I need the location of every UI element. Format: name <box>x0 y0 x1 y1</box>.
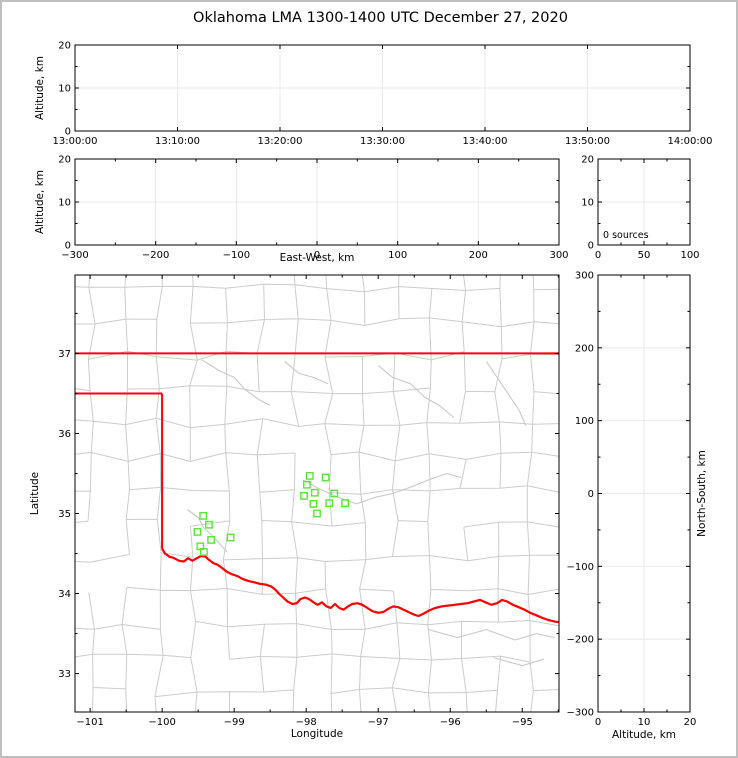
river-line <box>284 360 329 385</box>
y-tick-label: 10 <box>58 198 71 209</box>
x-axis-label: Longitude <box>291 728 343 740</box>
x-tick-label: 100 <box>680 250 699 261</box>
x-tick-label: 0 <box>314 250 320 261</box>
river-line <box>493 657 545 667</box>
x-tick-label: 50 <box>638 250 651 261</box>
y-tick-label: 20 <box>58 155 71 166</box>
station-marker <box>200 548 208 556</box>
x-tick-label: −100 <box>148 717 175 728</box>
y-tick-label: 10 <box>58 84 71 95</box>
y-tick-label: 34 <box>58 589 71 600</box>
x-tick-label: −200 <box>142 250 169 261</box>
river-line <box>428 629 555 641</box>
x-axis-label: East-West, km <box>280 252 355 264</box>
x-tick-label: 0 <box>595 250 601 261</box>
river-line <box>485 361 527 426</box>
x-tick-label: 13:40:00 <box>463 136 508 147</box>
station-marker <box>321 473 330 482</box>
y-tick-label: 36 <box>58 429 71 440</box>
map-layers <box>75 275 559 712</box>
x-tick-label: −97 <box>368 717 389 728</box>
y-tick-label: 0 <box>65 241 71 252</box>
y-tick-label: 0 <box>588 241 594 252</box>
x-tick-label: −98 <box>296 717 317 728</box>
station-marker <box>226 533 235 542</box>
x-tick-label: 0 <box>595 717 601 728</box>
x-tick-label: −96 <box>440 717 461 728</box>
x-tick-label: −100 <box>223 250 250 261</box>
x-tick-label: −95 <box>512 717 533 728</box>
station-marker <box>309 500 318 508</box>
sources-count-label: 0 sources <box>603 230 649 241</box>
x-tick-label: 10 <box>638 717 651 728</box>
y-tick-label: −200 <box>567 635 594 646</box>
y-tick-label: 20 <box>581 155 594 166</box>
station-marker <box>313 509 321 518</box>
y-tick-label: 0 <box>65 127 71 138</box>
x-tick-label: 13:20:00 <box>258 136 303 147</box>
x-tick-label: −99 <box>224 717 245 728</box>
y-tick-label: 35 <box>58 509 71 520</box>
river-line <box>377 364 455 418</box>
y-tick-label: 10 <box>581 198 594 209</box>
station-marker <box>305 471 314 480</box>
station-marker <box>330 489 339 498</box>
y-axis-label: Latitude <box>29 472 41 515</box>
x-tick-label: 14:00:00 <box>668 136 713 147</box>
station-marker <box>205 520 213 529</box>
station-marker <box>310 488 319 497</box>
station-marker <box>341 499 349 508</box>
x-tick-label: 13:30:00 <box>360 136 405 147</box>
station-marker <box>193 528 202 536</box>
y-axis-label: Altitude, km <box>34 170 46 234</box>
x-tick-label: 13:50:00 <box>565 136 610 147</box>
y-tick-label: 33 <box>58 669 71 680</box>
y-tick-label: −300 <box>567 708 594 719</box>
y-tick-label: 300 <box>575 271 594 282</box>
station-marker <box>325 499 334 508</box>
eastwest-height-panel: −300 −200 −100 0 100 200 300 0 10 20 East-West, km… <box>34 155 569 265</box>
plan-view-map-plot-area[interactable] <box>74 274 560 713</box>
river-line <box>302 472 462 505</box>
y-tick-label: 37 <box>58 349 71 360</box>
station-marker <box>300 492 308 500</box>
y-tick-label: 100 <box>575 416 594 427</box>
x-axis-label: Altitude, km <box>612 729 676 741</box>
x-tick-label: 100 <box>388 250 407 261</box>
northsouth-height-panel: 0 10 20 −300 −200 −100 0 100 200 300 Altitude, km N… <box>567 271 708 742</box>
river-line <box>187 509 228 553</box>
x-tick-label: 13:10:00 <box>155 136 200 147</box>
station-marker <box>207 536 216 544</box>
y-tick-label: 20 <box>58 41 71 52</box>
y-axis-label: North-South, km <box>696 450 708 537</box>
x-tick-label: −101 <box>76 717 103 728</box>
y-tick-label: 0 <box>588 489 594 500</box>
x-tick-label: 13:00:00 <box>53 136 98 147</box>
river-line <box>201 359 271 406</box>
y-axis-label: Altitude, km <box>34 56 46 120</box>
x-tick-label: 20 <box>684 717 697 728</box>
y-tick-label: −100 <box>567 562 594 573</box>
x-tick-label: −300 <box>61 250 88 261</box>
x-tick-label: 200 <box>469 250 488 261</box>
x-tick-label: 300 <box>549 250 568 261</box>
time-height-panel: 13:00:00 13:10:00 13:20:00 13:30:00 13:40:00… <box>34 41 712 148</box>
station-marker <box>199 512 208 520</box>
sources-histogram-panel: 0 50 100 0 10 20 0 sources <box>581 155 699 262</box>
y-tick-label: 200 <box>575 343 594 354</box>
plan-view-map-panel: −101 −100 −99 −98 −97 −96 −95 33 34 35 36 37 Longitu… <box>29 274 560 740</box>
figure-title: Oklahoma LMA 1300-1400 UTC December 27, … <box>193 10 568 26</box>
red-river-border-line <box>161 548 559 624</box>
station-marker <box>303 480 311 489</box>
